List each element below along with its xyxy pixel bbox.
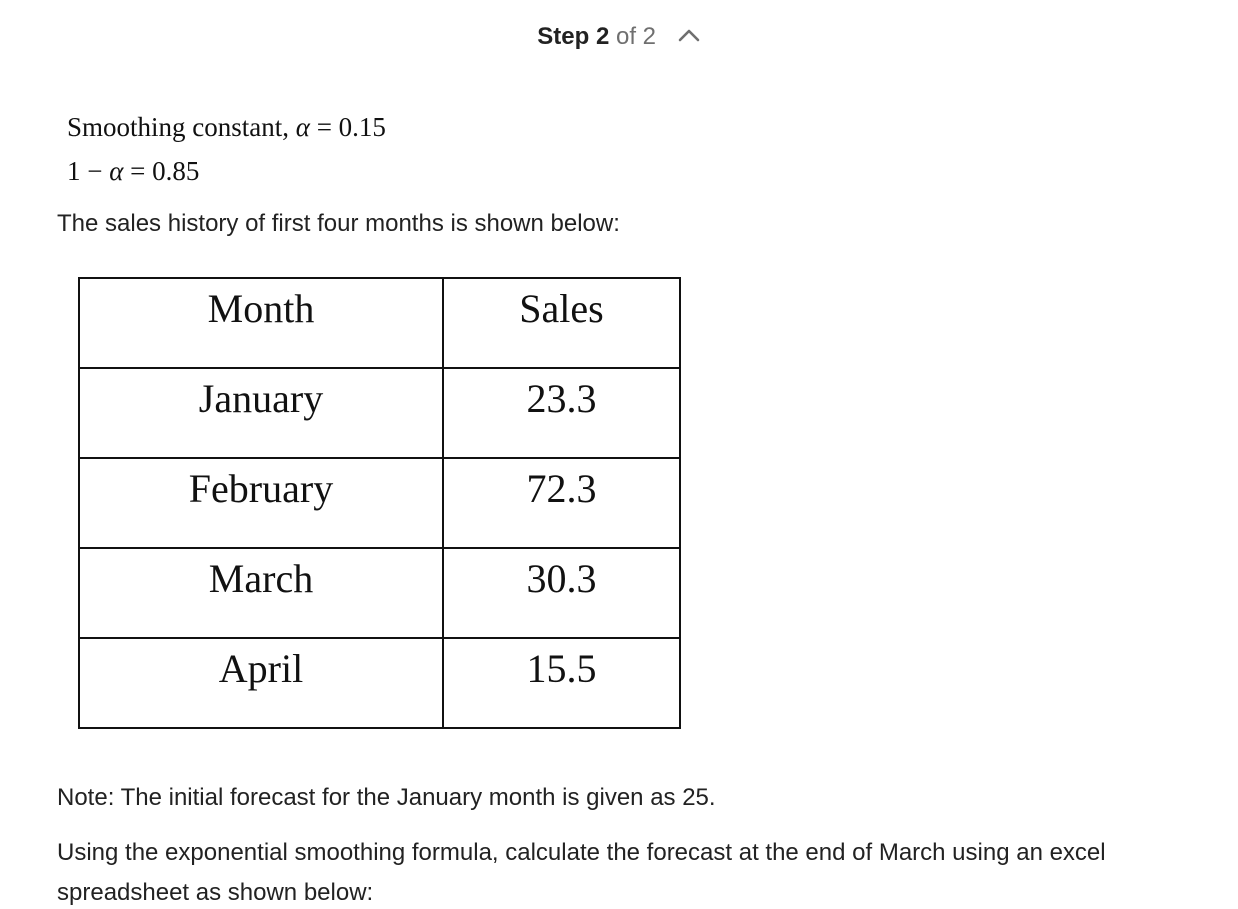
step-total: of 2	[616, 23, 657, 50]
table-row: January 23.3	[78, 367, 681, 459]
instruction-paragraph: Using the exponential smoothing formula,…	[57, 839, 1106, 906]
sales-cell: 15.5	[442, 637, 681, 729]
sales-cell: 23.3	[442, 367, 681, 459]
one-minus-alpha-formula: 1 − α = 0.85	[67, 156, 199, 187]
note-paragraph: Note: The initial forecast for the Janua…	[57, 784, 716, 811]
header-sales: Sales	[442, 277, 681, 369]
table-row: March 30.3	[78, 547, 681, 639]
table-row: February 72.3	[78, 457, 681, 549]
step-label: Step 2	[537, 23, 610, 50]
header-month: Month	[78, 277, 444, 369]
chevron-up-icon[interactable]	[677, 25, 701, 45]
step-header: Step 2 of 2	[0, 22, 1238, 52]
formula-text: 1 −	[67, 156, 110, 186]
formula-text: Smoothing constant,	[67, 112, 289, 142]
sales-table: Month Sales January 23.3 February 72.3 M…	[78, 277, 681, 729]
month-cell: March	[78, 547, 444, 639]
smoothing-constant-formula: Smoothing constant, α = 0.15	[67, 112, 386, 143]
month-cell: April	[78, 637, 444, 729]
month-cell: January	[78, 367, 444, 459]
formula-value: = 0.15	[316, 112, 386, 142]
sales-cell: 72.3	[442, 457, 681, 549]
table-header-row: Month Sales	[78, 277, 681, 369]
alpha-symbol: α	[295, 112, 310, 142]
alpha-symbol: α	[109, 156, 124, 186]
table-row: April 15.5	[78, 637, 681, 729]
intro-paragraph: The sales history of first four months i…	[57, 210, 620, 237]
month-cell: February	[78, 457, 444, 549]
formula-value: = 0.85	[130, 156, 200, 186]
sales-cell: 30.3	[442, 547, 681, 639]
